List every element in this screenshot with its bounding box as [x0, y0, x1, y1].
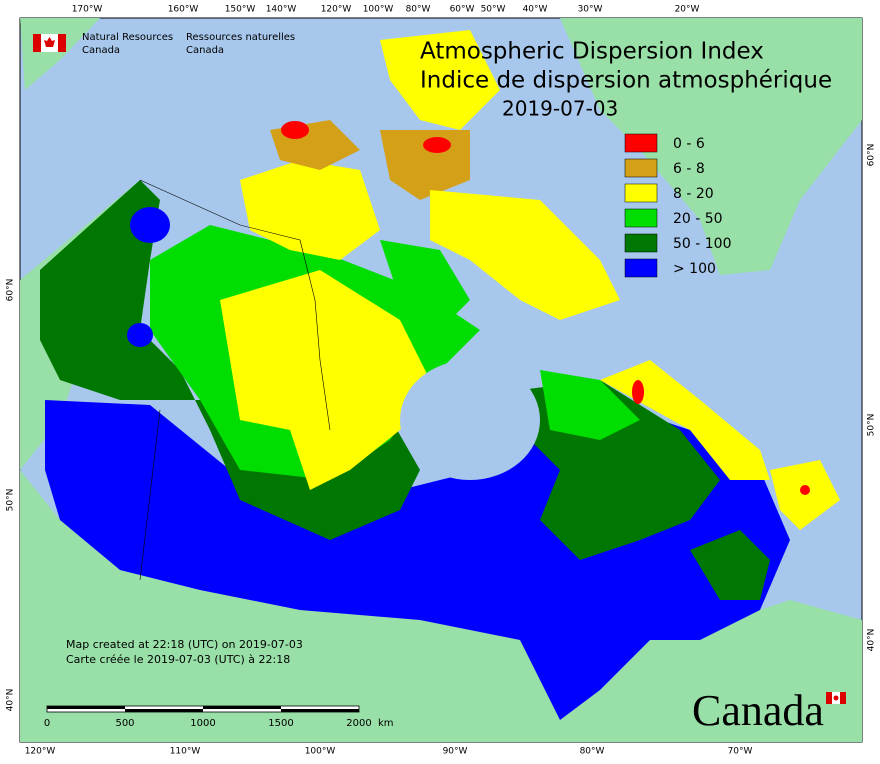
legend-label: 0 - 6: [673, 136, 705, 152]
legend: 0 - 6 6 - 8 8 - 20 20 - 50 50 - 100 > 100: [624, 133, 732, 278]
region-20-50: [540, 370, 640, 440]
legend-swatch: [624, 258, 658, 278]
scale-segment: [125, 709, 203, 712]
scale-label: 500: [115, 718, 134, 729]
flag-leaf: [833, 695, 839, 701]
graticule-label: 50°N: [867, 414, 877, 437]
ellesmere: [380, 30, 500, 130]
graticule-label: 70°W: [728, 747, 753, 757]
date: 2019-07-03: [502, 97, 618, 121]
graticule-label: 50°N: [6, 489, 16, 512]
graticule-label: 40°W: [523, 5, 548, 15]
legend-label: > 100: [673, 261, 716, 277]
flag-bar: [840, 692, 846, 704]
usa: [20, 470, 862, 742]
graticule-label: 160°W: [168, 5, 199, 15]
legend-swatch: [624, 233, 658, 253]
agency-fr: Canada: [186, 45, 224, 56]
graticule-label: 40°N: [867, 629, 877, 652]
graticule-label: 40°N: [6, 689, 16, 712]
wordmark: Canada: [692, 686, 824, 735]
scale-bar: 0 500 1000 1500 2000 km: [44, 705, 394, 729]
legend-swatch: [624, 133, 658, 153]
agency-en: Natural Resources: [82, 32, 173, 43]
graticule-label: 80°W: [406, 5, 431, 15]
scale-segment: [47, 706, 125, 709]
scale-unit: km: [378, 718, 394, 729]
region-0-6: [800, 485, 810, 495]
flag-leaf: [44, 37, 55, 47]
baffin-island: [430, 190, 620, 320]
graticule-label: 50°W: [481, 5, 506, 15]
legend-label: 50 - 100: [673, 236, 732, 252]
region-50-100: [690, 530, 770, 600]
graticule-label: 60°N: [867, 144, 877, 167]
graticule-label: 20°W: [675, 5, 700, 15]
graticule-label: 110°W: [170, 747, 201, 757]
region-8-20: [220, 270, 430, 490]
scale-segment: [203, 706, 281, 709]
graticule-label: 60°N: [6, 279, 16, 302]
scale-label: 0: [44, 718, 50, 729]
graticule-label: 150°W: [225, 5, 256, 15]
graticule-label: 60°W: [450, 5, 475, 15]
legend-label: 8 - 20: [673, 186, 714, 202]
flag-bar: [58, 34, 66, 52]
graticule-label: 90°W: [443, 747, 468, 757]
scale-segment: [281, 709, 359, 712]
hudson-bay: [400, 360, 540, 480]
flag-bar: [33, 34, 41, 52]
boundary: [139, 409, 161, 581]
region-0-6: [423, 137, 451, 153]
graticule-label: 100°W: [305, 747, 336, 757]
agency-fr: Ressources naturelles: [186, 32, 295, 43]
scale-label: 2000: [346, 718, 371, 729]
title: Indice de dispersion atmosphérique: [420, 68, 832, 94]
graticule-label: 80°W: [580, 747, 605, 757]
scale-label: 1500: [268, 718, 293, 729]
region-over-100: [127, 323, 153, 347]
graticule-label: 120°W: [321, 5, 352, 15]
legend-label: 6 - 8: [673, 161, 705, 177]
graticule: 170°W 160°W 150°W 140°W 120°W 100°W 80°W 60°W 50…: [6, 5, 877, 757]
scale-label: 1000: [190, 718, 215, 729]
credit: Map created at 22:18 (UTC) on 2019-07-03: [66, 638, 303, 651]
legend-swatch: [624, 158, 658, 178]
graticule-label: 120°W: [25, 747, 56, 757]
region-over-100: [130, 207, 170, 243]
arctic-island: [240, 160, 380, 260]
graticule-label: 170°W: [72, 5, 103, 15]
boundary: [139, 179, 331, 431]
region-0-6: [632, 380, 644, 404]
graticule-label: 30°W: [578, 5, 603, 15]
legend-label: 20 - 50: [673, 211, 723, 227]
flag-bar: [826, 692, 832, 704]
graticule-label: 100°W: [363, 5, 394, 15]
greenland: [560, 18, 862, 275]
region-0-6: [281, 121, 309, 139]
legend-swatch: [624, 183, 658, 203]
agency-en: Canada: [82, 45, 120, 56]
graticule-label: 140°W: [266, 5, 297, 15]
arctic-island: [380, 240, 470, 330]
legend-swatch: [624, 208, 658, 228]
credit: Carte créée le 2019-07-03 (UTC) à 22:18: [66, 653, 290, 666]
title: Atmospheric Dispersion Index: [420, 39, 764, 65]
